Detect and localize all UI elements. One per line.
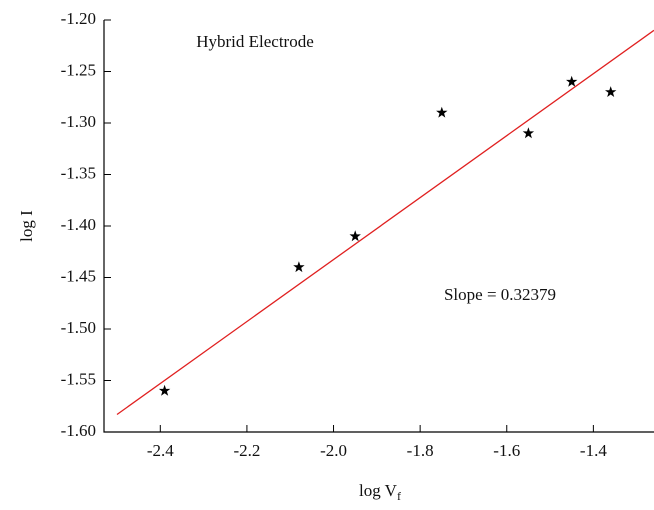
x-tick-label: -2.4 <box>147 441 174 460</box>
x-tick-label: -1.6 <box>493 441 520 460</box>
point <box>158 384 171 396</box>
y-tick-label: -1.20 <box>61 9 96 28</box>
y-tick-label: -1.35 <box>61 163 96 182</box>
y-tick-label: -1.40 <box>61 215 96 234</box>
y-tick-label: -1.30 <box>61 112 96 131</box>
y-axis-label: log I <box>17 210 36 242</box>
point <box>293 261 305 273</box>
chart-title: Hybrid Electrode <box>196 32 314 51</box>
y-tick-label: -1.60 <box>61 421 96 440</box>
y-tick-label: -1.55 <box>61 369 96 388</box>
x-tick-label: -1.8 <box>407 441 434 460</box>
point <box>605 86 617 97</box>
y-tick-label: -1.50 <box>61 318 96 337</box>
x-axis-label-main: log V <box>359 481 398 500</box>
point <box>522 127 535 139</box>
x-axis-label-subscript: f <box>397 489 401 503</box>
annotation: Slope = 0.32379 <box>444 285 556 304</box>
y-tick-label: -1.25 <box>61 60 96 79</box>
y-tick-label: -1.45 <box>61 266 96 285</box>
fit-line <box>116 29 654 416</box>
x-tick-label: -2.0 <box>320 441 347 460</box>
point <box>436 106 448 118</box>
point <box>349 230 361 242</box>
point <box>566 75 578 87</box>
x-tick-label: -1.4 <box>580 441 607 460</box>
x-axis-label: log Vf <box>359 481 401 503</box>
x-tick-label: -2.2 <box>233 441 260 460</box>
